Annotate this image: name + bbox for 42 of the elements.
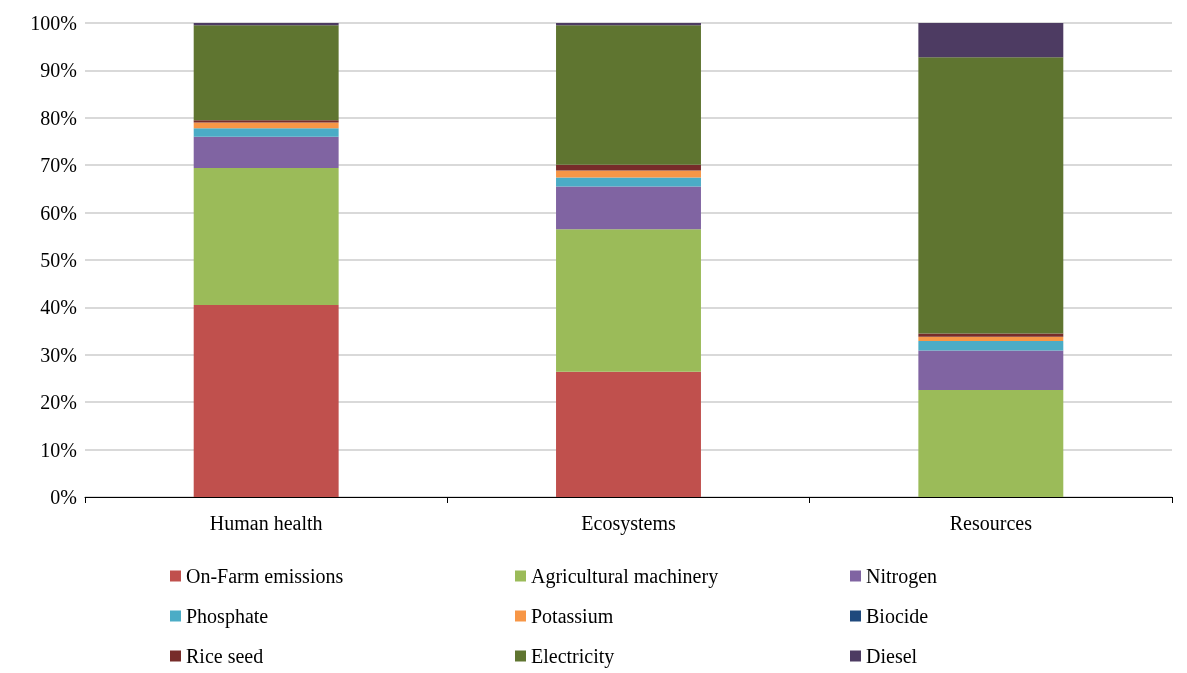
- bar: [918, 389, 1064, 497]
- bar: [918, 350, 1064, 390]
- bar: [556, 170, 701, 178]
- bar: [556, 177, 701, 187]
- y-tick-label: 70%: [40, 154, 77, 177]
- x-tick-label: Ecosystems: [581, 512, 676, 535]
- bar: [556, 25, 701, 165]
- legend-label: Potassium: [531, 605, 614, 627]
- bar: [193, 120, 339, 123]
- y-tick-label: 10%: [40, 438, 77, 461]
- legend-label: On-Farm emissions: [186, 565, 344, 587]
- bar: [918, 333, 1064, 337]
- y-tick-label: 30%: [40, 343, 77, 366]
- bar: [918, 23, 1064, 58]
- y-tick-label: 60%: [40, 201, 77, 224]
- x-tick-label: Human health: [209, 512, 323, 534]
- bar: [556, 229, 701, 372]
- y-tick-label: 90%: [40, 59, 77, 82]
- bar: [193, 168, 339, 306]
- y-tick-label: 40%: [40, 296, 77, 319]
- bar: [193, 305, 339, 497]
- bar: [193, 25, 339, 121]
- bar: [918, 341, 1064, 351]
- legend-label: Electricity: [531, 645, 615, 668]
- bar: [193, 136, 339, 169]
- legend-label: Biocide: [866, 605, 929, 627]
- legend-label: Nitrogen: [866, 565, 938, 588]
- legend-label: Agricultural machinery: [531, 565, 719, 588]
- x-tick-label: Resources: [949, 512, 1033, 534]
- bar: [556, 186, 701, 230]
- y-tick-label: 0%: [50, 486, 77, 508]
- y-tick-label: 100%: [30, 12, 77, 34]
- legend-label: Diesel: [866, 645, 918, 667]
- legend-label: Phosphate: [186, 605, 269, 628]
- bar: [193, 128, 339, 137]
- y-tick-label: 20%: [40, 391, 77, 414]
- bar: [918, 336, 1064, 342]
- y-tick-label: 50%: [40, 249, 77, 271]
- y-tick-label: 80%: [40, 106, 77, 129]
- bar: [918, 57, 1064, 334]
- legend-label: Rice seed: [186, 645, 264, 667]
- bar: [556, 371, 701, 497]
